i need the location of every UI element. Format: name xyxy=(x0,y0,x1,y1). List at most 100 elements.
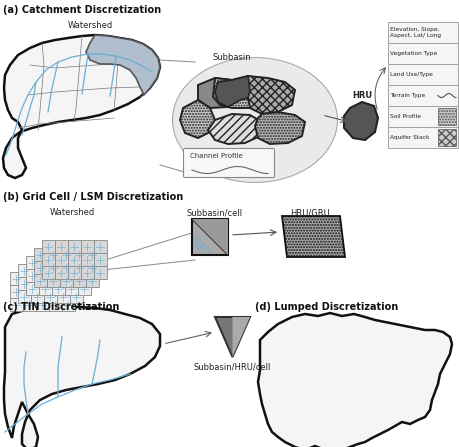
Bar xyxy=(57,264,70,277)
Polygon shape xyxy=(281,216,344,257)
Bar xyxy=(34,248,47,261)
Bar xyxy=(49,285,62,298)
Text: Terrain Type: Terrain Type xyxy=(389,93,424,98)
Bar xyxy=(73,274,86,287)
Polygon shape xyxy=(197,78,241,108)
Text: Watershed: Watershed xyxy=(67,21,112,30)
Bar xyxy=(70,277,83,290)
Text: HRU/GRU: HRU/GRU xyxy=(290,208,329,217)
Text: Vegetation Type: Vegetation Type xyxy=(389,51,437,56)
Ellipse shape xyxy=(172,58,337,182)
Bar xyxy=(387,43,457,64)
Polygon shape xyxy=(213,76,268,108)
Bar xyxy=(42,266,55,279)
Bar xyxy=(18,290,31,303)
Bar xyxy=(47,274,60,287)
Polygon shape xyxy=(254,112,304,144)
Bar xyxy=(39,256,52,269)
Text: Land Use/Type: Land Use/Type xyxy=(389,72,432,77)
Bar xyxy=(34,274,47,287)
Bar xyxy=(10,285,23,298)
Bar xyxy=(49,298,62,311)
Text: Elevation, Slope,
Aspect, Lat/ Long: Elevation, Slope, Aspect, Lat/ Long xyxy=(389,27,440,38)
Bar xyxy=(39,269,52,282)
Bar xyxy=(52,269,65,282)
Bar xyxy=(86,261,99,274)
Bar xyxy=(387,106,457,127)
Bar xyxy=(44,290,57,303)
Polygon shape xyxy=(4,307,160,447)
Polygon shape xyxy=(179,100,214,138)
Bar xyxy=(23,285,36,298)
Bar xyxy=(23,298,36,311)
Bar xyxy=(68,253,81,266)
Text: Aquifer Stack: Aquifer Stack xyxy=(389,135,428,140)
Bar xyxy=(44,277,57,290)
Bar xyxy=(387,22,457,43)
Bar xyxy=(73,248,86,261)
Bar xyxy=(31,290,44,303)
Bar xyxy=(55,240,68,253)
Bar xyxy=(62,285,75,298)
Bar xyxy=(437,129,455,146)
Polygon shape xyxy=(257,313,451,447)
Bar xyxy=(57,290,70,303)
Bar xyxy=(42,240,55,253)
Text: Soil Profile: Soil Profile xyxy=(389,114,420,119)
Polygon shape xyxy=(343,102,377,140)
Polygon shape xyxy=(86,35,160,95)
Polygon shape xyxy=(232,317,249,357)
Bar xyxy=(60,261,73,274)
Bar xyxy=(31,264,44,277)
Bar xyxy=(78,269,91,282)
Bar xyxy=(44,264,57,277)
Bar xyxy=(94,266,107,279)
Polygon shape xyxy=(214,76,249,107)
Polygon shape xyxy=(247,76,294,114)
Polygon shape xyxy=(207,114,262,144)
Bar xyxy=(387,85,457,106)
Bar xyxy=(70,264,83,277)
Bar xyxy=(387,127,457,148)
Bar xyxy=(34,261,47,274)
Text: Watershed: Watershed xyxy=(49,208,95,217)
Bar xyxy=(10,298,23,311)
Bar xyxy=(57,277,70,290)
Bar xyxy=(437,108,455,125)
Bar xyxy=(65,269,78,282)
Bar xyxy=(81,240,94,253)
Bar xyxy=(60,274,73,287)
Text: (b) Grid Cell / LSM Discretization: (b) Grid Cell / LSM Discretization xyxy=(3,192,183,202)
Bar xyxy=(62,272,75,285)
Bar xyxy=(26,269,39,282)
Polygon shape xyxy=(191,219,228,255)
Bar xyxy=(47,261,60,274)
Bar xyxy=(26,256,39,269)
Bar xyxy=(26,282,39,295)
Text: Subbasin/cell: Subbasin/cell xyxy=(186,208,242,217)
Bar xyxy=(55,266,68,279)
Bar xyxy=(10,272,23,285)
Bar xyxy=(65,282,78,295)
Bar xyxy=(31,277,44,290)
Bar xyxy=(39,282,52,295)
Bar xyxy=(55,253,68,266)
Bar xyxy=(42,253,55,266)
Bar xyxy=(52,256,65,269)
Bar xyxy=(387,64,457,85)
Bar xyxy=(49,272,62,285)
Text: (a) Catchment Discretization: (a) Catchment Discretization xyxy=(3,5,161,15)
Polygon shape xyxy=(214,317,249,357)
Bar xyxy=(78,256,91,269)
Bar xyxy=(36,285,49,298)
Bar xyxy=(36,272,49,285)
Bar xyxy=(68,240,81,253)
Bar xyxy=(47,248,60,261)
Bar xyxy=(86,248,99,261)
Bar xyxy=(94,240,107,253)
Bar xyxy=(60,248,73,261)
Bar xyxy=(65,256,78,269)
Bar xyxy=(36,298,49,311)
Bar xyxy=(78,282,91,295)
Bar xyxy=(18,264,31,277)
